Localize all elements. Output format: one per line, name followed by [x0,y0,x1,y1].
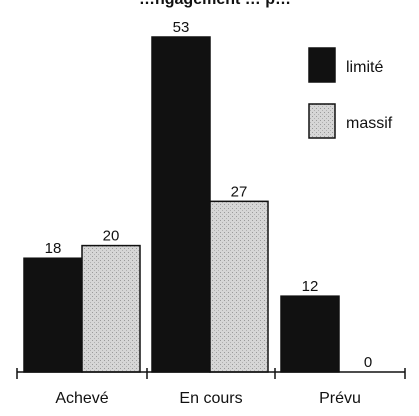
legend-label-limit-: limité [346,59,383,76]
bar-achev--limit- [24,258,82,372]
chart-title: …ngagement … p… [139,0,291,8]
value-label-en-cours-massif: 27 [231,183,248,200]
x-tick-label-en-cours: En cours [179,390,242,407]
bar-en-cours-limit- [152,37,210,372]
bar-en-cours-massif [210,201,268,372]
legend: limité massif [309,48,393,138]
value-label-achev--massif: 20 [103,228,120,245]
bar-pr-vu-limit- [281,296,339,372]
value-label-pr-vu-massif: 0 [364,354,372,371]
legend-label-massif: massif [346,115,393,132]
x-tick-label-achev-: Achevé [55,390,108,407]
value-label-en-cours-limit-: 53 [173,19,190,36]
value-label-pr-vu-limit-: 12 [302,278,319,295]
x-tick-label-pr-vu: Prévu [319,390,361,407]
legend-swatch-massif [309,104,335,138]
bar-achev--massif [82,246,140,372]
value-label-achev--limit-: 18 [45,240,62,257]
bars-layer [24,37,339,372]
legend-swatch-limit- [309,48,335,82]
x-axis: Achevé En cours Prévu [17,368,405,407]
